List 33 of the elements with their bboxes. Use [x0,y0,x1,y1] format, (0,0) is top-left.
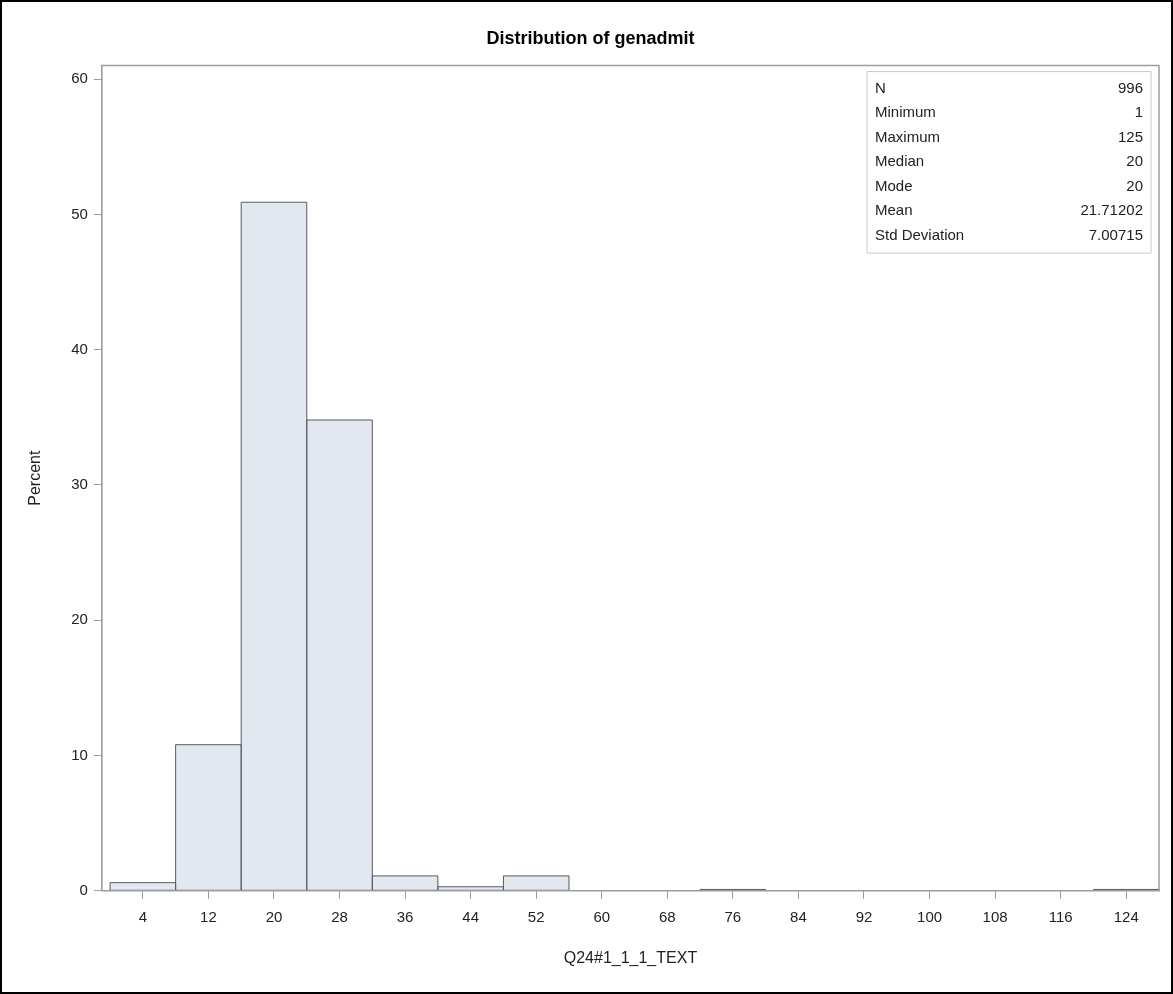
text: N 996 [875,78,1143,96]
x-tick-label: 36 [396,907,414,925]
chart-title: Distribution of genadmit [486,27,695,48]
x-tick-label: 52 [527,907,545,925]
text: Median 20 [875,152,1143,170]
text: Maximum 125 [875,127,1143,145]
x-tick-label: 108 [982,907,1008,925]
x-tick-label: 28 [331,907,348,925]
x-tick-label: 44 [462,907,479,925]
x-tick-label: 92 [855,907,873,925]
y-tick-label: 60 [71,69,88,87]
x-tick-label: 84 [790,907,807,925]
x-tick-label: 60 [593,907,611,925]
text: Mode 20 [875,176,1143,194]
y-tick-label: 50 [71,204,88,222]
x-tick-label: 68 [658,907,676,925]
y-tick-label: 10 [71,745,88,763]
text: Minimum 1 [875,103,1143,121]
text: Mean 21.71202 [875,201,1143,219]
x-tick-label: 12 [200,907,217,925]
x-tick-label: 124 [1113,907,1139,925]
text: Std Deviation 7.00715 [875,225,1143,243]
x-tick-label: 4 [138,907,148,925]
y-tick-label: 30 [71,475,88,493]
x-tick-label: 20 [265,907,283,925]
x-tick-label: 100 [917,907,943,925]
x-tick-label: 76 [724,907,742,925]
y-tick-label: 0 [79,880,88,898]
y-axis-title: Percent [26,450,44,506]
x-tick-label: 116 [1048,907,1073,925]
x-axis-title: Q24#1_1_1_TEXT [563,948,698,967]
y-tick-label: 40 [71,339,88,357]
y-tick-label: 20 [71,610,88,628]
